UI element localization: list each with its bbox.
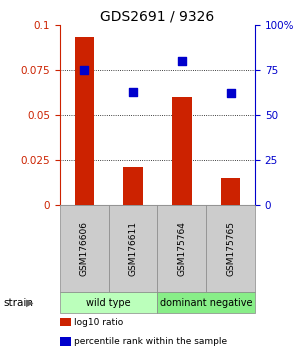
Text: ▶: ▶ — [26, 298, 34, 308]
Point — [131, 89, 136, 95]
Point — [228, 91, 233, 96]
Text: GSM176606: GSM176606 — [80, 221, 89, 276]
Text: GSM175764: GSM175764 — [177, 221, 186, 276]
Text: percentile rank within the sample: percentile rank within the sample — [74, 337, 227, 346]
Text: GSM175765: GSM175765 — [226, 221, 235, 276]
Text: strain: strain — [3, 298, 33, 308]
Text: wild type: wild type — [86, 298, 131, 308]
Text: log10 ratio: log10 ratio — [74, 318, 124, 327]
Bar — [221, 178, 240, 205]
Title: GDS2691 / 9326: GDS2691 / 9326 — [100, 10, 214, 24]
Point — [82, 67, 87, 73]
Text: GSM176611: GSM176611 — [129, 221, 138, 276]
Bar — [123, 167, 143, 205]
Bar — [75, 38, 94, 205]
Bar — [172, 97, 192, 205]
Text: dominant negative: dominant negative — [160, 298, 253, 308]
Point — [179, 58, 184, 64]
